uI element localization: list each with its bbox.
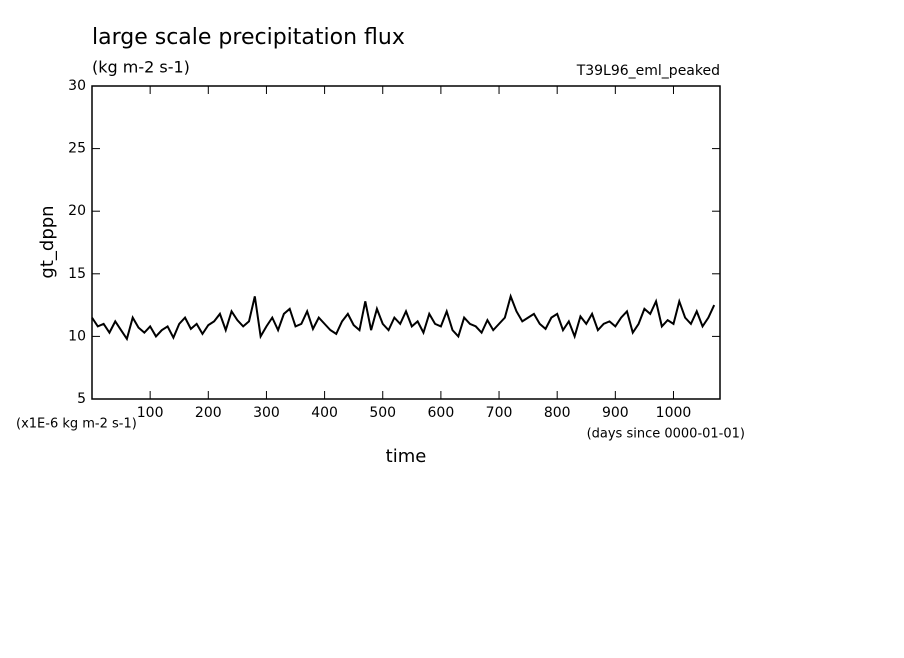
chart-title: large scale precipitation flux bbox=[92, 25, 405, 50]
plot-frame bbox=[91, 85, 721, 400]
x-axis-label: time bbox=[386, 446, 427, 467]
annotation: T39L96_eml_peaked bbox=[576, 63, 720, 79]
x-tick-label: 300 bbox=[253, 405, 280, 421]
x-tick-label: 700 bbox=[486, 405, 513, 421]
x-tick-label: 800 bbox=[544, 405, 571, 421]
x-tick-label: 600 bbox=[428, 405, 455, 421]
y-unit-note: (x1E-6 kg m-2 s-1) bbox=[16, 417, 137, 432]
y-tick-label: 25 bbox=[68, 141, 86, 157]
chart-subtitle: (kg m-2 s-1) bbox=[92, 58, 190, 77]
x-tick-label: 500 bbox=[369, 405, 396, 421]
x-tick-label: 1000 bbox=[656, 405, 692, 421]
y-axis-label: gt_dppn bbox=[37, 205, 58, 278]
data-line bbox=[91, 293, 716, 342]
y-tick-label: 15 bbox=[68, 266, 86, 282]
x-tick-label: 400 bbox=[311, 405, 338, 421]
y-tick-label: 5 bbox=[77, 391, 86, 407]
y-tick-label: 30 bbox=[68, 78, 86, 94]
y-tick-label: 20 bbox=[68, 203, 86, 219]
y-tick-label: 10 bbox=[68, 328, 86, 344]
x-tick-label: 900 bbox=[602, 405, 629, 421]
x-tick-label: 200 bbox=[195, 405, 222, 421]
x-unit-note: (days since 0000-01-01) bbox=[587, 427, 745, 442]
x-tick-label: 100 bbox=[137, 405, 164, 421]
